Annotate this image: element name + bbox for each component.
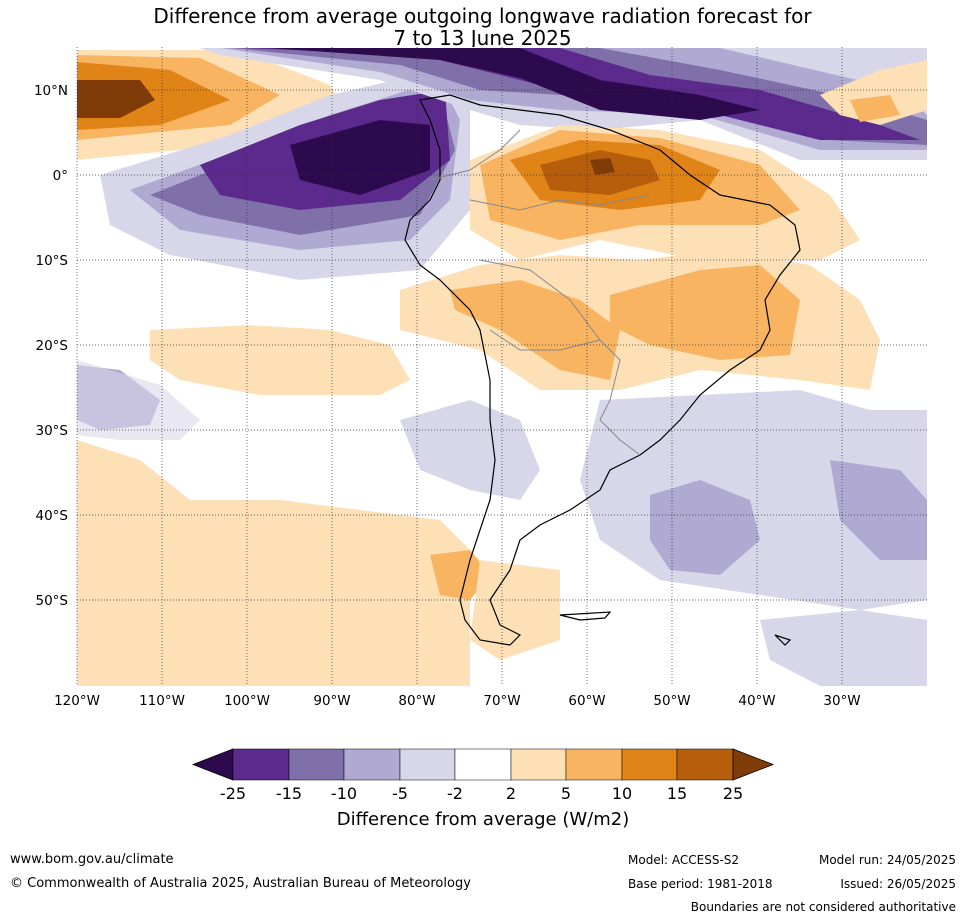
colorbar-tick-label: 25 (723, 784, 743, 803)
model-name: Model: ACCESS-S2 (628, 853, 740, 867)
colorbar-segment (288, 748, 345, 781)
lon-label: 110°W (139, 693, 185, 709)
gridlines (76, 47, 927, 686)
colorbar: -25 -15 -10 -5 -2 2 5 10 15 25 Differenc… (191, 748, 775, 830)
lat-label: 20°S (36, 338, 69, 354)
colorbar-segment (454, 748, 512, 781)
colorbar-label: Difference from average (W/m2) (337, 809, 629, 830)
boundary-disclaimer: Boundaries are not considered authoritat… (690, 900, 956, 914)
lon-label: 100°W (224, 693, 270, 709)
lat-label: 10°S (36, 253, 69, 269)
lon-label: 60°W (568, 693, 605, 709)
anomaly-shading (77, 47, 927, 686)
lat-label: 0° (53, 168, 68, 184)
lon-label: 90°W (313, 693, 350, 709)
copyright-notice: © Commonwealth of Australia 2025, Austra… (10, 876, 471, 891)
lon-label: 70°W (483, 693, 520, 709)
lon-label: 120°W (54, 693, 100, 709)
model-run-date: Model run: 24/05/2025 (818, 853, 956, 867)
lon-label: 80°W (398, 693, 435, 709)
colorbar-tick-label: -10 (331, 784, 357, 803)
colorbar-max-arrow (732, 748, 775, 781)
latitude-labels: 10°N 0° 10°S 20°S 30°S 40°S 50°S (34, 83, 68, 609)
colorbar-tick-label: 5 (561, 784, 571, 803)
map-title-line-1: Difference from average outgoing longwav… (153, 4, 812, 28)
forecast-map-figure: 10°N 0° 10°S 20°S 30°S 40°S 50°S 120°W 1… (34, 47, 927, 830)
colorbar-segment (343, 748, 401, 781)
colorbar-tick-label: 2 (506, 784, 516, 803)
colorbar-segment (621, 748, 678, 781)
colorbar-tick-label: -2 (447, 784, 463, 803)
colorbar-segment (510, 748, 567, 781)
colorbar-tick-label: 15 (667, 784, 687, 803)
colorbar-segment (399, 748, 456, 781)
bom-website: www.bom.gov.au/climate (10, 852, 174, 867)
map-title-line-2: 7 to 13 June 2025 (393, 26, 572, 50)
lon-label: 50°W (653, 693, 690, 709)
colorbar-tick-label: -15 (276, 784, 302, 803)
lat-label: 50°S (36, 593, 69, 609)
longitude-labels: 120°W 110°W 100°W 90°W 80°W 70°W 60°W 50… (54, 693, 861, 709)
base-period: Base period: 1981-2018 (628, 877, 773, 891)
coastlines (404, 94, 801, 646)
colorbar-tick-label: -25 (220, 784, 246, 803)
colorbar-tick-label: 10 (612, 784, 632, 803)
issued-date: Issued: 26/05/2025 (840, 877, 956, 891)
colorbar-segment (565, 748, 623, 781)
lon-label: 40°W (738, 693, 775, 709)
lat-label: 40°S (36, 508, 69, 524)
country-borders (429, 129, 651, 456)
lat-label: 10°N (34, 83, 68, 99)
lon-label: 30°W (823, 693, 860, 709)
colorbar-min-arrow (191, 748, 234, 781)
colorbar-tick-label: -5 (392, 784, 408, 803)
colorbar-segment (232, 748, 290, 781)
colorbar-segment (676, 748, 734, 781)
lat-label: 30°S (36, 423, 69, 439)
